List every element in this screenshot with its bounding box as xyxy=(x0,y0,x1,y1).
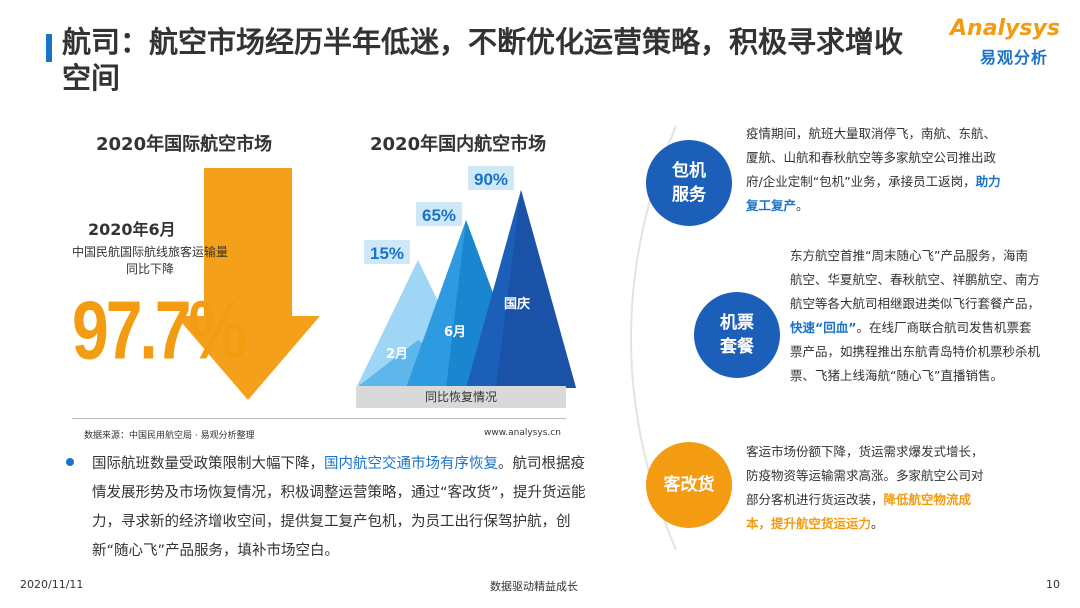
footer-date: 2020/11/11 xyxy=(20,578,84,591)
intl-decline-value: 97.7% xyxy=(72,283,247,376)
strategy-ticket-label: 机票套餐 xyxy=(720,313,754,357)
summary-part1: 国际航班数量受政策限制大幅下降， xyxy=(92,456,324,472)
strategy-ticket-highlight: 快速“回血” xyxy=(790,320,857,335)
strategy-charter-text: 疫情期间，航班大量取消停飞，南航、东航、厦航、山航和春秋航空等多家航空公司推出政… xyxy=(746,122,1006,218)
domestic-heading: 2020年国内航空市场 xyxy=(370,134,547,155)
strategy-ticket-tail: 。在线厂商联合航司发售机票套票产品，如携程推出东航青岛特价机票秒杀机票、飞猪上线… xyxy=(790,320,1041,383)
recovery-caption: 同比恢复情况 xyxy=(356,386,566,408)
intl-heading: 2020年国际航空市场 xyxy=(96,134,273,155)
page-number: 10 xyxy=(1046,578,1060,591)
peak-pct-feb: 15% xyxy=(370,244,404,263)
intl-month: 2020年6月 xyxy=(88,220,176,239)
strategy-cargo-text: 客运市场份额下降，货运需求爆发式增长，防疫物资等运输需求高涨。多家航空公司对部分… xyxy=(746,440,986,536)
summary-part2: 。航司根据疫情发展形势及市场恢复情况，积极调整运营策略，通过“客改货”，提升货运… xyxy=(92,456,586,559)
peak-label-feb: 2月 xyxy=(386,347,408,362)
strategy-cargo-highlight: 降低航空物流成本，提升航空货运运力 xyxy=(746,492,972,531)
title-accent-bar xyxy=(46,34,52,62)
peak-pct-national-day: 90% xyxy=(474,170,508,189)
bullet-icon xyxy=(66,458,74,466)
recovery-mountains: 2月 6月 国庆 15% 65% 90% xyxy=(356,166,576,388)
footer-slogan: 数据驱动精益成长 xyxy=(490,580,578,593)
page-title: 航司：航空市场经历半年低迷，不断优化运营策略，积极寻求增收空间 xyxy=(62,25,904,95)
peak-label-jun: 6月 xyxy=(444,325,466,340)
data-source: 数据来源：中国民用航空局 · 易观分析整理 xyxy=(84,431,255,441)
strategy-cargo-tail: 。 xyxy=(871,516,884,531)
source-divider xyxy=(72,418,566,419)
summary-text: 国际航班数量受政策限制大幅下降，国内航空交通市场有序恢复。航司根据疫情发展形势及… xyxy=(92,450,592,566)
intl-desc: 中国民航国际航线旅客运输量同比下降 xyxy=(71,245,228,276)
strategy-cargo-circle: 客改货 xyxy=(646,442,732,528)
strategy-ticket-text: 东方航空首推“周末随心飞”产品服务，海南航空、华夏航空、春秋航空、祥鹏航空、南方… xyxy=(790,244,1040,388)
strategy-ticket-body: 东方航空首推“周末随心飞”产品服务，海南航空、华夏航空、春秋航空、祥鹏航空、南方… xyxy=(790,248,1041,311)
strategy-cargo-label: 客改货 xyxy=(663,475,715,495)
strategy-cargo-body: 客运市场份额下降，货运需求爆发式增长，防疫物资等运输需求高涨。多家航空公司对部分… xyxy=(746,444,984,507)
strategy-charter-highlight: 助力复工复产 xyxy=(746,174,1001,213)
peak-label-national-day: 国庆 xyxy=(504,296,530,312)
brand-logo: Analysys xyxy=(950,16,1060,41)
peak-pct-jun: 65% xyxy=(422,206,456,225)
strategy-charter-circle: 包机服务 xyxy=(646,140,732,226)
down-arrow-icon xyxy=(180,168,320,400)
strategy-charter-label: 包机服务 xyxy=(672,161,706,205)
brand-logo-cn: 易观分析 xyxy=(980,48,1049,67)
strategy-charter-body: 疫情期间，航班大量取消停飞，南航、东航、厦航、山航和春秋航空等多家航空公司推出政… xyxy=(746,126,997,189)
strategy-charter-tail: 。 xyxy=(796,198,809,213)
summary-highlight: 国内航空交通市场有序恢复 xyxy=(324,456,498,472)
site-url: www.analysys.cn xyxy=(484,428,561,438)
strategy-ticket-circle: 机票套餐 xyxy=(694,292,780,378)
